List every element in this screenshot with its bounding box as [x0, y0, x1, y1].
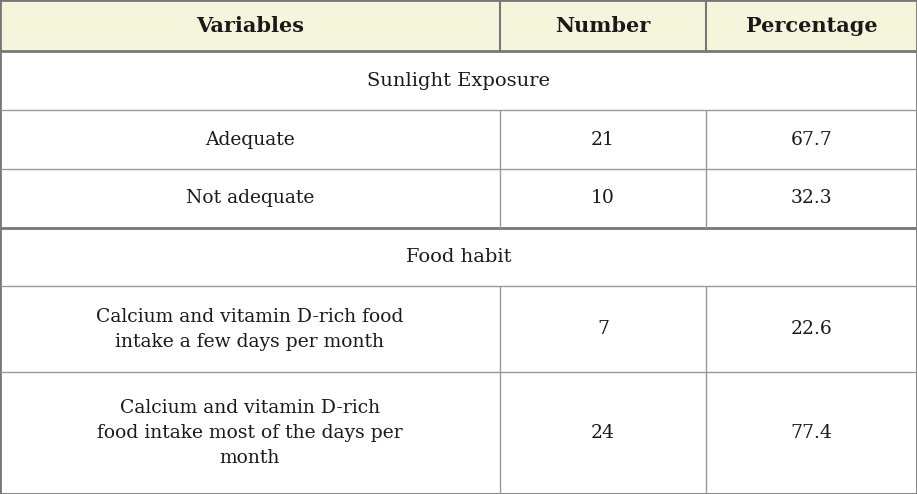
Text: Variables: Variables — [196, 16, 304, 36]
Bar — [0, 110, 917, 169]
Text: 10: 10 — [591, 189, 615, 207]
Bar — [0, 287, 917, 372]
Text: Adequate: Adequate — [205, 130, 294, 149]
Bar — [0, 228, 917, 287]
Text: Sunlight Exposure: Sunlight Exposure — [367, 72, 550, 90]
Text: 7: 7 — [597, 320, 609, 338]
Bar — [0, 51, 917, 110]
Text: 32.3: 32.3 — [790, 189, 833, 207]
Text: 21: 21 — [591, 130, 615, 149]
Text: Food habit: Food habit — [405, 248, 512, 266]
Text: Percentage: Percentage — [746, 16, 878, 36]
Text: Number: Number — [556, 16, 650, 36]
Text: 67.7: 67.7 — [790, 130, 833, 149]
Text: Not adequate: Not adequate — [186, 189, 314, 207]
Bar — [0, 169, 917, 228]
Text: 22.6: 22.6 — [790, 320, 833, 338]
Bar — [0, 372, 917, 494]
Text: 24: 24 — [591, 424, 615, 442]
Text: Calcium and vitamin D-rich food
intake a few days per month: Calcium and vitamin D-rich food intake a… — [96, 308, 403, 351]
Text: 77.4: 77.4 — [790, 424, 833, 442]
Bar — [0, 0, 917, 51]
Text: Calcium and vitamin D-rich
food intake most of the days per
month: Calcium and vitamin D-rich food intake m… — [97, 399, 403, 467]
